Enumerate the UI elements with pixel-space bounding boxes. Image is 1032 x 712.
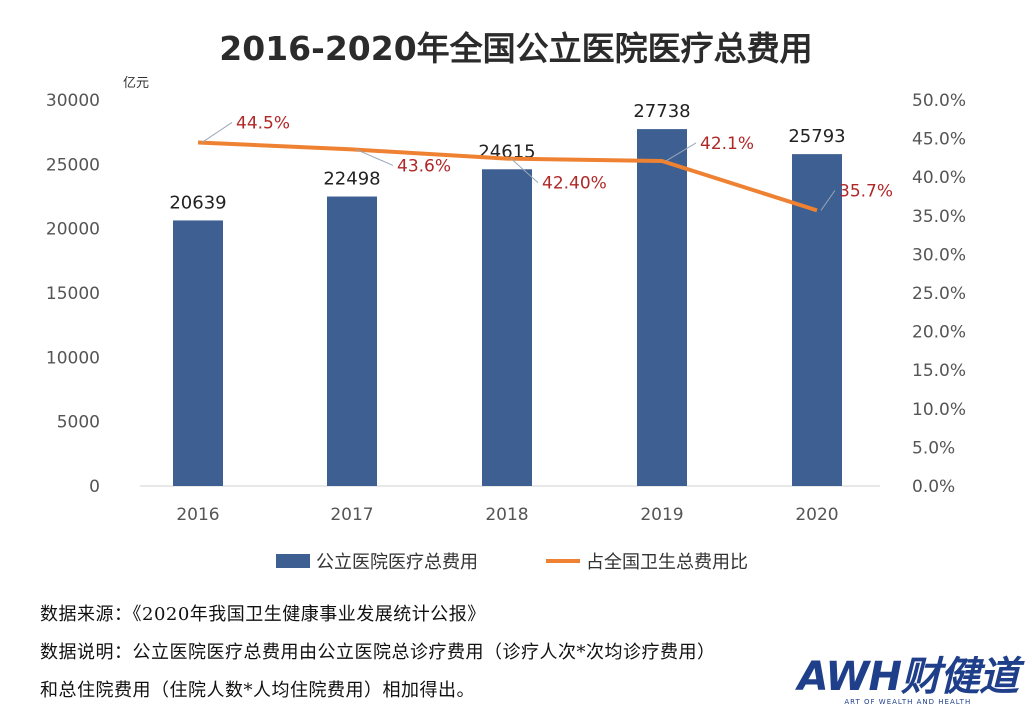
bar xyxy=(637,129,687,486)
y-tick-label: 15000 xyxy=(46,284,100,304)
line-value-label: 42.40% xyxy=(542,174,607,194)
y-tick-label: 25000 xyxy=(46,155,100,175)
leader-line xyxy=(355,148,394,166)
line-value-label: 42.1% xyxy=(700,134,754,154)
x-tick-label: 2020 xyxy=(795,505,838,525)
y-tick-label: 10000 xyxy=(46,348,100,368)
leader-line xyxy=(510,158,539,184)
x-axis: 2016 2017 2018 2019 2020 xyxy=(176,505,838,525)
y2-tick-label: 5.0% xyxy=(912,438,955,458)
bar xyxy=(327,196,377,486)
bar xyxy=(173,220,223,486)
y2-tick-label: 40.0% xyxy=(912,168,966,188)
legend-item-line: 占全国卫生总费用比 xyxy=(546,548,748,574)
x-tick-label: 2019 xyxy=(640,505,683,525)
legend-swatch-line xyxy=(546,559,580,563)
y-axis-right: 0.0% 5.0% 10.0% 15.0% 20.0% 25.0% 30.0% 35.0% 40… xyxy=(912,91,966,497)
y2-tick-label: 10.0% xyxy=(912,400,966,420)
bar-value-label: 25793 xyxy=(788,126,845,147)
legend-swatch-bar xyxy=(276,554,310,568)
chart-title: 2016-2020年全国公立医院医疗总费用 xyxy=(219,29,813,68)
y2-tick-label: 35.0% xyxy=(912,207,966,227)
explain-note-2: 和总住院费用（住院人数*人均住院费用）相加得出。 xyxy=(40,680,475,701)
line-value-label: 44.5% xyxy=(236,113,290,133)
line-value-label: 35.7% xyxy=(839,181,893,201)
line-series: 44.5% 43.6% 42.40% 42.1% 35.7% xyxy=(197,113,893,213)
bar-value-label: 20639 xyxy=(169,192,226,213)
x-tick-label: 2016 xyxy=(176,505,219,525)
y2-tick-label: 15.0% xyxy=(912,361,966,381)
y-tick-label: 30000 xyxy=(46,91,100,111)
y2-tick-label: 0.0% xyxy=(912,477,955,497)
y2-tick-label: 30.0% xyxy=(912,245,966,265)
bar xyxy=(482,169,532,487)
y-tick-label: 5000 xyxy=(57,413,100,433)
line-value-label: 43.6% xyxy=(397,156,451,176)
y-axis-left: 0 5000 10000 15000 20000 25000 30000 xyxy=(46,91,100,497)
brand-logo: AWH财健道 ART OF WEALTH AND HEALTH xyxy=(797,654,1019,706)
y-tick-label: 20000 xyxy=(46,220,100,240)
y2-tick-label: 20.0% xyxy=(912,323,966,343)
y-tick-label: 0 xyxy=(89,477,100,497)
y2-tick-label: 25.0% xyxy=(912,284,966,304)
y2-tick-label: 45.0% xyxy=(912,130,966,150)
y-axis-unit: 亿元 xyxy=(123,76,149,91)
chart-area: 亿元 0 5000 10000 15000 20000 25000 30000 0.0% 5.… xyxy=(46,76,966,525)
bar-value-label: 27738 xyxy=(633,101,690,122)
logo-subtext: ART OF WEALTH AND HEALTH xyxy=(844,698,972,706)
leader-line xyxy=(201,122,233,143)
legend-label-line: 占全国卫生总费用比 xyxy=(586,552,748,573)
explain-note-1: 数据说明：公立医院医疗总费用由公立医院总诊疗费用（诊疗人次*次均诊疗费用） xyxy=(40,642,716,663)
legend-label-bar: 公立医院医疗总费用 xyxy=(316,552,478,573)
leader-line xyxy=(665,142,697,162)
y2-tick-label: 50.0% xyxy=(912,91,966,111)
line-path xyxy=(197,140,818,213)
x-tick-label: 2017 xyxy=(330,505,373,525)
bar-value-label: 22498 xyxy=(323,169,380,190)
source-note: 数据来源：《2020年我国卫生健康事业发展统计公报》 xyxy=(40,604,486,625)
logo-text: AWH财健道 xyxy=(797,654,1019,700)
x-tick-label: 2018 xyxy=(485,505,528,525)
legend-item-bar: 公立医院医疗总费用 xyxy=(276,548,478,574)
leader-line xyxy=(820,190,836,211)
